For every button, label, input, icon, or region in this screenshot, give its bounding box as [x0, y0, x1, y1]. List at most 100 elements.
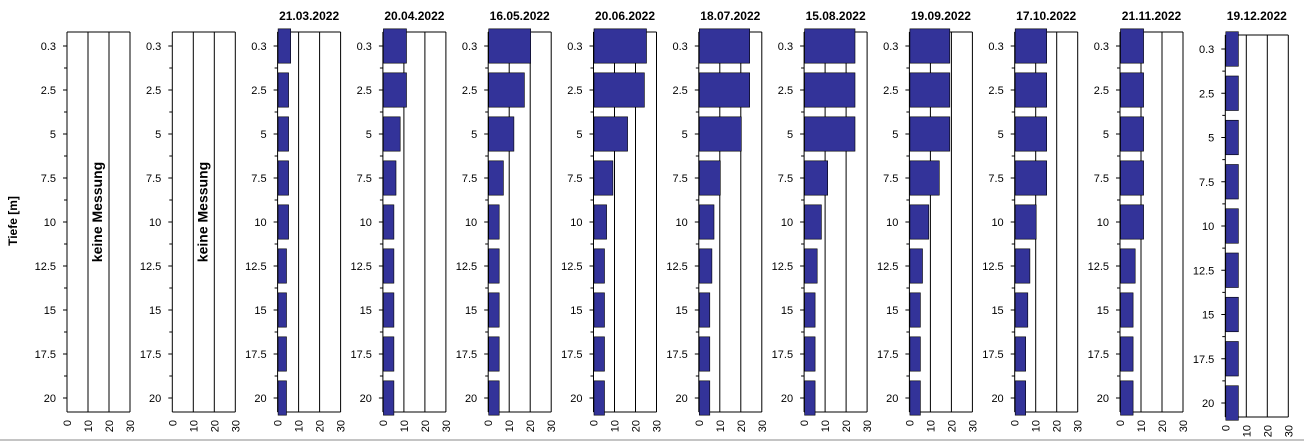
- x-tick-label: 10: [1031, 420, 1043, 432]
- y-tick-label: 12.5: [561, 261, 582, 273]
- x-tick-label: 30: [967, 420, 979, 432]
- bar: [1225, 75, 1239, 111]
- y-tick-label: 17.5: [1088, 349, 1109, 361]
- y-tick-label: 0.3: [251, 41, 266, 53]
- bar: [1120, 292, 1134, 328]
- x-tick-label: 10: [610, 420, 622, 432]
- y-tick-label: 12.5: [35, 261, 56, 273]
- y-tick-label: 20: [991, 393, 1003, 405]
- bar: [804, 204, 822, 240]
- y-tick-label: 15: [360, 305, 372, 317]
- y-tick-label: 20: [1097, 393, 1109, 405]
- bar: [593, 160, 614, 196]
- x-tick-label: 20: [209, 420, 221, 432]
- y-tick-label: 5: [471, 129, 477, 141]
- no-measurement-note: keine Messung: [89, 162, 105, 262]
- y-tick-label: 15: [781, 305, 793, 317]
- y-tick-label: 15: [465, 305, 477, 317]
- y-tick-label: 10: [886, 217, 898, 229]
- y-tick-label: 10: [44, 217, 56, 229]
- panel-title: 21.03.2022: [279, 9, 339, 23]
- bar: [1120, 204, 1144, 240]
- bar: [383, 336, 395, 372]
- x-tick-label: 30: [1073, 420, 1085, 432]
- panel: 21.03.2022 0.3 2.5 5 7.5 10 12.5 15 17.5 20 0 10 20 3…: [245, 9, 347, 432]
- x-tick-label: 30: [1178, 420, 1190, 432]
- bar: [1120, 336, 1134, 372]
- y-tick-label: 20: [781, 393, 793, 405]
- y-tick-label: 15: [254, 305, 266, 317]
- bar: [488, 72, 525, 108]
- bar: [593, 116, 628, 152]
- bar: [383, 380, 395, 416]
- x-tick-label: 10: [83, 420, 95, 432]
- x-tick-label: 10: [820, 420, 832, 432]
- bar: [1014, 72, 1048, 108]
- bar: [488, 292, 500, 328]
- y-tick-label: 12.5: [982, 261, 1003, 273]
- y-tick-label: 7.5: [1094, 173, 1109, 185]
- bar: [1014, 204, 1037, 240]
- y-tick-label: 0.3: [567, 41, 582, 53]
- y-tick-label: 12.5: [877, 261, 898, 273]
- bar: [488, 28, 532, 64]
- y-tick-label: 15: [991, 305, 1003, 317]
- bar: [909, 72, 951, 108]
- bar: [1225, 341, 1239, 377]
- panel-title: 21.11.2022: [1122, 9, 1182, 23]
- x-tick-label: 0: [483, 420, 495, 426]
- x-tick-label: 30: [336, 420, 348, 432]
- bar: [383, 116, 401, 152]
- y-tick-label: 10: [570, 217, 582, 229]
- x-tick-label: 30: [757, 420, 769, 432]
- bar: [383, 248, 395, 284]
- y-tick-label: 0.3: [462, 41, 477, 53]
- y-tick-label: 20: [676, 393, 688, 405]
- bar: [698, 116, 742, 152]
- y-tick-label: 0.3: [988, 41, 1003, 53]
- x-tick-label: 20: [525, 420, 537, 432]
- no-measurement-note: keine Messung: [194, 162, 210, 262]
- bar: [1120, 116, 1144, 152]
- y-tick-label: 7.5: [251, 173, 266, 185]
- y-tick-label: 5: [155, 129, 161, 141]
- bar: [488, 116, 515, 152]
- bar: [698, 380, 711, 416]
- bar: [698, 72, 750, 108]
- y-tick-label: 12.5: [456, 261, 477, 273]
- x-tick-label: 0: [589, 420, 601, 426]
- panel: 21.11.2022 0.3 2.5 5 7.5 10 12.5 15 17.5 20 0 10 20 3…: [1088, 9, 1190, 432]
- bar: [909, 204, 930, 240]
- y-tick-label: 2.5: [146, 85, 161, 97]
- y-tick-label: 2.5: [883, 85, 898, 97]
- y-tick-label: 0.3: [1199, 44, 1214, 56]
- y-tick-label: 10: [781, 217, 793, 229]
- bar: [277, 28, 292, 64]
- bar: [488, 336, 500, 372]
- y-tick-label: 2.5: [673, 85, 688, 97]
- y-tick-label: 2.5: [251, 85, 266, 97]
- x-tick-label: 10: [188, 420, 200, 432]
- y-tick-label: 7.5: [462, 173, 477, 185]
- x-tick-label: 10: [399, 420, 411, 432]
- bar: [698, 336, 711, 372]
- x-tick-label: 10: [1241, 425, 1253, 437]
- bar: [698, 292, 711, 328]
- y-tick-label: 0.3: [673, 41, 688, 53]
- y-tick-label: 0.3: [41, 41, 56, 53]
- y-tick-label: 2.5: [462, 85, 477, 97]
- y-tick-label: 12.5: [350, 261, 371, 273]
- panel: 15.08.2022 0.3 2.5 5 7.5 10 12.5 15 17.5 20 0 10 20 3…: [772, 9, 874, 432]
- y-tick-label: 0.3: [883, 41, 898, 53]
- panel-title: 20.06.2022: [595, 9, 655, 23]
- y-tick-label: 17.5: [561, 349, 582, 361]
- y-tick-label: 17.5: [350, 349, 371, 361]
- bar: [698, 28, 750, 64]
- bar: [1014, 292, 1029, 328]
- y-tick-label: 7.5: [778, 173, 793, 185]
- y-tick-label: 15: [1097, 305, 1109, 317]
- bar: [277, 160, 289, 196]
- y-tick-label: 20: [360, 393, 372, 405]
- bar: [1014, 28, 1048, 64]
